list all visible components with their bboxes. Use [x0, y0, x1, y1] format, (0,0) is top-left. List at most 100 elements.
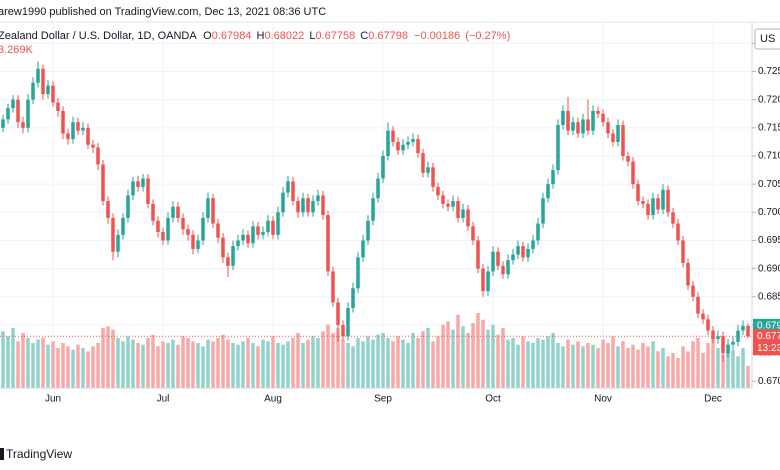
volume-bar: [676, 358, 680, 388]
volume-bar: [506, 339, 510, 388]
candle-body: [631, 161, 635, 185]
candle-body: [101, 164, 105, 202]
candle-body: [596, 110, 600, 114]
y-tick-label: 0.690: [758, 263, 780, 274]
candle-body: [516, 246, 520, 255]
volume-bar: [361, 341, 365, 388]
candle-body: [31, 82, 35, 100]
candle-body: [621, 125, 625, 156]
candle-body: [321, 195, 325, 216]
volume-bar: [431, 341, 435, 388]
volume-bar: [301, 343, 305, 388]
volume-bar: [396, 336, 400, 388]
volume-bar: [196, 343, 200, 388]
currency-button[interactable]: [754, 28, 780, 50]
candle-body: [356, 257, 360, 289]
candle-body: [56, 102, 60, 111]
volume-bar: [216, 338, 220, 388]
candle-body: [26, 99, 30, 128]
y-tick-label: 0.670: [758, 376, 780, 387]
candle-body: [481, 268, 485, 292]
volume-bar: [551, 333, 555, 388]
candle-body: [701, 313, 705, 320]
candle-body: [126, 195, 130, 218]
x-tick-label: Aug: [264, 394, 282, 405]
candle-body: [726, 344, 730, 354]
volume-bar: [441, 324, 445, 388]
candle-body: [211, 198, 215, 224]
candle-body: [231, 246, 235, 266]
candle-body: [346, 308, 350, 337]
candle-body: [706, 319, 710, 331]
y-tick-label: 0.700: [758, 207, 780, 218]
candle-body: [6, 108, 10, 120]
price-tag: [753, 329, 780, 356]
candle-body: [151, 203, 155, 221]
x-tick-label: Sep: [374, 394, 392, 405]
volume-bar: [656, 351, 660, 388]
volume-bar: [541, 339, 545, 388]
volume-bar: [166, 343, 170, 388]
candle-body: [276, 212, 280, 235]
volume-bar: [66, 346, 70, 388]
candle-body: [351, 288, 355, 309]
candle-body: [436, 186, 440, 196]
volume-bar: [106, 326, 110, 388]
volume-bar: [646, 346, 650, 388]
candle-body: [421, 153, 425, 173]
candle-body: [571, 122, 575, 131]
ohlc-label: L: [309, 30, 315, 42]
volume-bar: [271, 336, 275, 388]
volume-bar: [31, 343, 35, 388]
volume-bar: [266, 341, 270, 388]
brand-logo: TradingView: [0, 447, 72, 461]
candle-body: [721, 336, 725, 354]
volume-bar: [556, 343, 560, 388]
candle-body: [601, 113, 605, 123]
volume-bar: [336, 328, 340, 388]
candle-body: [646, 203, 650, 216]
ohlc-label: C: [360, 30, 368, 42]
volume-bar: [141, 344, 145, 388]
volume-bar: [581, 346, 585, 388]
candle-body: [221, 237, 225, 258]
volume-bar: [456, 314, 460, 388]
volume-bar: [341, 339, 345, 388]
candle-body: [306, 198, 310, 213]
volume-bar: [161, 341, 165, 388]
volume-bar: [256, 346, 260, 388]
candle-body: [686, 262, 690, 286]
volume-bar: [291, 338, 295, 388]
ohlc-value: 0.67798: [368, 30, 408, 42]
volume-bar: [286, 341, 290, 388]
candle-body: [406, 141, 410, 145]
volume-bar: [616, 346, 620, 388]
volume-bar: [356, 338, 360, 388]
y-tick-label: 0.710: [758, 151, 780, 162]
y-tick-label: 0.695: [758, 235, 780, 246]
candle-body: [476, 240, 480, 269]
candle-body: [541, 198, 545, 224]
candle-body: [651, 198, 655, 216]
volume-bar: [316, 338, 320, 388]
candle-body: [46, 85, 50, 95]
candle-body: [216, 223, 220, 238]
volume-bar: [696, 338, 700, 388]
candle-body: [656, 198, 660, 210]
volume-bar: [706, 343, 710, 388]
candle-body: [616, 125, 620, 142]
volume-bar: [236, 344, 240, 388]
candle-body: [61, 110, 65, 134]
currency-button-label[interactable]: US: [760, 33, 775, 45]
candle-body: [486, 271, 490, 292]
brand-icon: [0, 448, 4, 460]
volume-bar: [241, 341, 245, 388]
volume-bar: [451, 329, 455, 388]
candle-body: [521, 246, 525, 258]
volume-bar: [136, 343, 140, 388]
volume-bar: [41, 338, 45, 388]
candle-body: [51, 85, 55, 103]
candle-body: [681, 240, 685, 263]
candle-body: [86, 127, 90, 145]
